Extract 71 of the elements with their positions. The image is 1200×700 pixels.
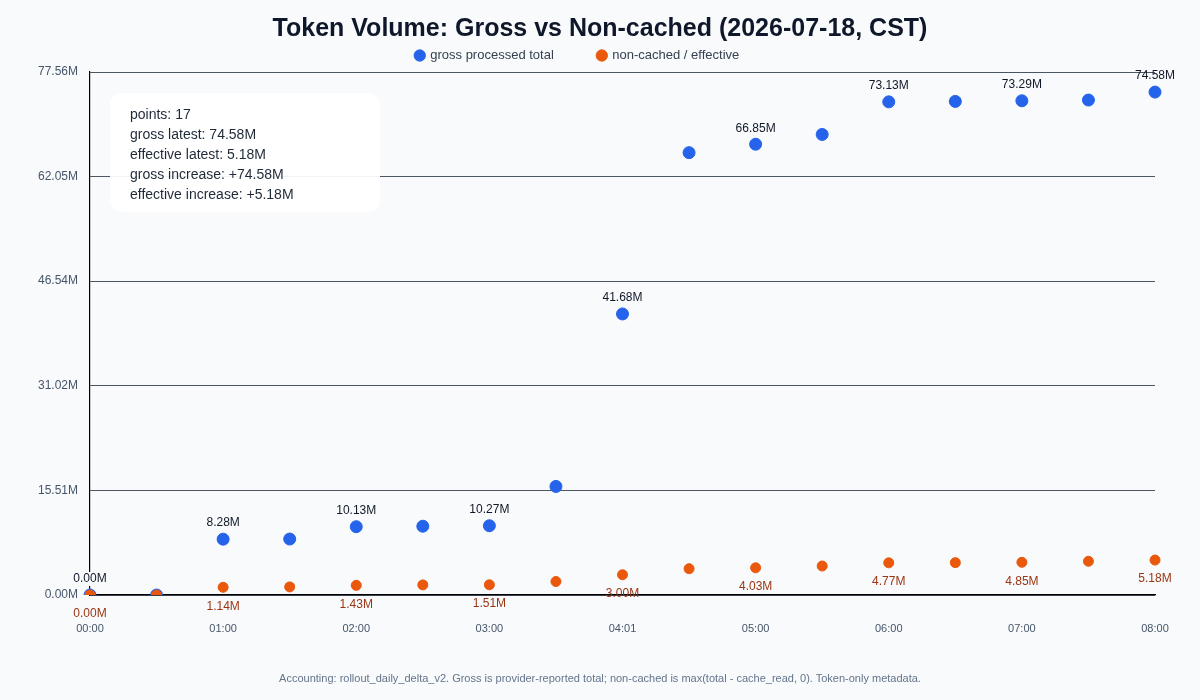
data-label: 10.27M bbox=[469, 502, 510, 517]
data-label: 1.14M bbox=[206, 598, 240, 613]
point bbox=[283, 532, 297, 546]
x-tick-label: 06:00 bbox=[874, 621, 903, 634]
x-tick-label: 08:00 bbox=[1141, 621, 1169, 634]
point bbox=[349, 520, 363, 534]
legend-label: non-cached / effective bbox=[612, 47, 740, 63]
x-tick-label: 01:00 bbox=[209, 621, 237, 634]
point bbox=[816, 560, 828, 572]
annotation: effective increase: +5.18M bbox=[130, 185, 294, 204]
point bbox=[616, 307, 629, 321]
point bbox=[883, 557, 895, 569]
y-tick-label: 62.05M bbox=[37, 168, 78, 183]
point bbox=[815, 127, 829, 141]
data-label: 1.51M bbox=[472, 596, 507, 611]
data-label: 73.13M bbox=[868, 78, 909, 93]
data-label: 4.85M bbox=[1005, 573, 1039, 588]
point bbox=[416, 519, 430, 533]
data-label: 74.58M bbox=[1134, 68, 1176, 83]
point bbox=[617, 569, 628, 581]
point bbox=[1148, 85, 1162, 99]
data-label: 66.85M bbox=[735, 120, 776, 135]
chart-title: Token Volume: Gross vs Non-cached (2026-07-18, CST) bbox=[271, 12, 929, 42]
point bbox=[417, 579, 429, 591]
data-label: 0.00M bbox=[73, 571, 107, 586]
x-tick-label: 03:00 bbox=[475, 621, 504, 634]
point bbox=[1081, 93, 1095, 107]
point bbox=[549, 479, 563, 493]
point bbox=[1082, 555, 1094, 567]
data-label: 4.03M bbox=[738, 579, 773, 594]
point bbox=[682, 146, 696, 160]
legend-label: gross processed total bbox=[430, 47, 554, 63]
point bbox=[217, 581, 229, 593]
annotation: points: 17 bbox=[130, 105, 191, 124]
point bbox=[749, 137, 763, 151]
data-label: 8.28M bbox=[206, 515, 240, 530]
y-tick-label: 15.51M bbox=[37, 482, 78, 497]
point bbox=[284, 581, 296, 593]
data-label: 10.13M bbox=[336, 503, 377, 517]
point bbox=[949, 557, 961, 569]
annotation: gross latest: 74.58M bbox=[130, 125, 257, 144]
point bbox=[216, 532, 230, 546]
point bbox=[350, 579, 362, 591]
point bbox=[483, 579, 495, 591]
point bbox=[948, 94, 962, 108]
data-label: 0.00M bbox=[73, 606, 107, 621]
data-label: 73.29M bbox=[1001, 77, 1042, 92]
point bbox=[750, 562, 762, 574]
annotation: gross increase: +74.58M bbox=[130, 165, 284, 184]
y-tick-label: 31.02M bbox=[37, 378, 78, 393]
x-tick-label: 02:00 bbox=[342, 621, 371, 634]
x-tick-label: 04:01 bbox=[608, 621, 637, 634]
y-tick-label: 77.56M bbox=[37, 64, 78, 79]
data-label: 4.77M bbox=[872, 574, 906, 589]
point bbox=[1016, 556, 1028, 568]
point bbox=[1149, 554, 1161, 566]
x-tick-label: 00:00 bbox=[76, 621, 104, 634]
annotation: effective latest: 5.18M bbox=[130, 145, 266, 164]
data-label: 1.43M bbox=[339, 596, 373, 611]
x-tick-label: 05:00 bbox=[741, 621, 770, 634]
point bbox=[683, 563, 695, 575]
point bbox=[882, 95, 896, 109]
point bbox=[550, 576, 562, 588]
y-tick-label: 0.00M bbox=[44, 587, 78, 602]
data-label: 5.18M bbox=[1138, 571, 1172, 586]
point bbox=[1015, 94, 1029, 108]
x-tick-label: 07:00 bbox=[1008, 621, 1036, 634]
text: Accounting: rollout_daily_delta_v2. Gross is provider-reported total; non-cached is max(total - cache_read, 0). Token-only metadata. bbox=[279, 671, 921, 686]
point bbox=[482, 519, 496, 533]
y-tick-label: 46.54M bbox=[37, 273, 78, 288]
data-label: 41.68M bbox=[602, 290, 643, 305]
